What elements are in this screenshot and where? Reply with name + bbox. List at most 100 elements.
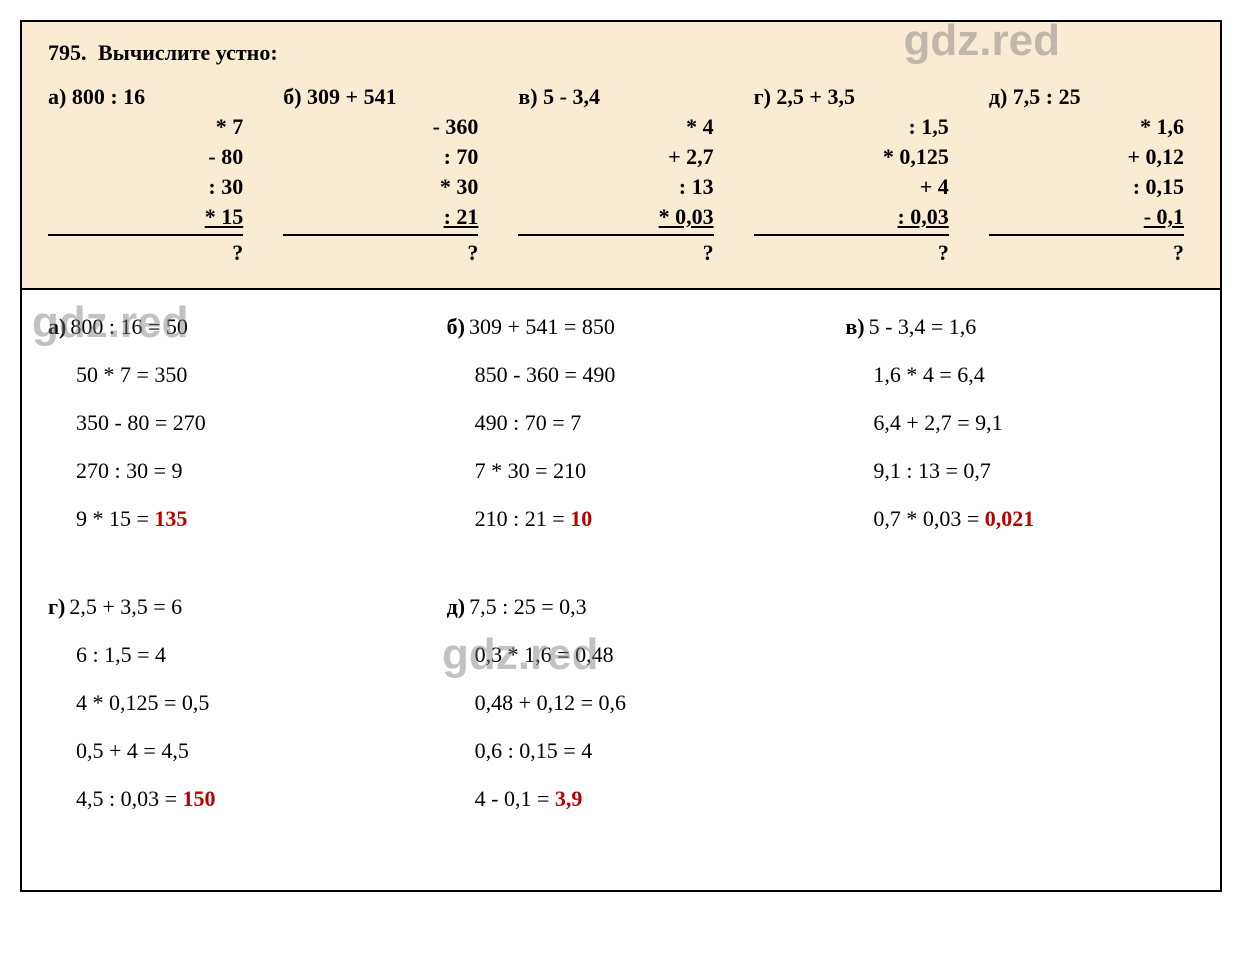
solution-column: г)2,5 + 3,5 = 6 6 : 1,5 = 4 4 * 0,125 = 0,… — [48, 594, 397, 834]
solution-final-prefix: 210 : 21 = 10 — [475, 506, 593, 532]
solution-final: 0,7 * 0,03 = 0,021 — [845, 506, 1194, 532]
task-title-text: Вычислите устно: — [98, 40, 278, 65]
solution-step-text: 6 : 1,5 = 4 — [76, 642, 166, 668]
solution-section: gdz.red gdz.red а)800 : 16 = 5050 * 7 = … — [22, 290, 1220, 890]
solution-step: 0,6 : 0,15 = 4 — [447, 738, 796, 764]
solution-step: 490 : 70 = 7 — [447, 410, 796, 436]
solution-answer: 0,021 — [985, 506, 1035, 531]
problem-columns: а) 800 : 16* 7- 80: 30* 15?б) 309 + 541-… — [48, 84, 1194, 270]
solution-label: б) — [447, 314, 465, 339]
solution-label: г) — [48, 594, 65, 619]
operation-line: : 1,5 — [754, 114, 949, 140]
operation-line: - 80 — [48, 144, 243, 170]
solution-step-text: 0,5 + 4 = 4,5 — [76, 738, 189, 764]
problem-statement: gdz.red 795. Вычислите устно: а) 800 : 1… — [22, 22, 1220, 290]
solution-step: 50 * 7 = 350 — [48, 362, 397, 388]
operation-lines: * 7 - 80 : 30 * 15? — [48, 114, 253, 266]
solution-final-prefix: 4 - 0,1 = 3,9 — [475, 786, 583, 812]
solution-step: в)5 - 3,4 = 1,6 — [845, 314, 1194, 340]
solution-step: 850 - 360 = 490 — [447, 362, 796, 388]
operation-line: * 1,6 — [989, 114, 1184, 140]
operation-line: * 30 — [283, 174, 478, 200]
operation-lines: - 360 : 70 * 30 : 21? — [283, 114, 488, 266]
solution-step-text: 1,6 * 4 = 6,4 — [873, 362, 984, 388]
operation-line: - 0,1 — [989, 204, 1184, 230]
solution-label: д) — [447, 594, 465, 619]
solution-row-1: а)800 : 16 = 50 50 * 7 = 350 350 - 80 = 27… — [48, 314, 1194, 554]
operation-line: * 0,125 — [754, 144, 949, 170]
solution-row-2: г)2,5 + 3,5 = 6 6 : 1,5 = 4 4 * 0,125 = 0,… — [48, 594, 1194, 834]
solution-step-text: 0,3 * 1,6 = 0,48 — [475, 642, 614, 668]
solution-step-text: 4 * 0,125 = 0,5 — [76, 690, 209, 716]
solution-answer: 3,9 — [555, 786, 583, 811]
solution-step: 0,48 + 0,12 = 0,6 — [447, 690, 796, 716]
solution-step-text: 270 : 30 = 9 — [76, 458, 183, 484]
solution-final-prefix: 9 * 15 = 135 — [76, 506, 187, 532]
solution-final-prefix: 0,7 * 0,03 = 0,021 — [873, 506, 1034, 532]
solution-step-text: 850 - 360 = 490 — [475, 362, 616, 388]
problem-title: 795. Вычислите устно: — [48, 40, 1194, 66]
operation-lines: : 1,5* 0,125+ 4: 0,03? — [754, 114, 959, 266]
operation-lines: * 4+ 2,7: 13* 0,03? — [518, 114, 723, 266]
solution-step-text: 0,48 + 0,12 = 0,6 — [475, 690, 626, 716]
question-mark: ? — [48, 234, 243, 266]
operation-line: * 15 — [48, 204, 243, 230]
solution-final-prefix: 4,5 : 0,03 = 150 — [76, 786, 216, 812]
operation-line: : 30 — [48, 174, 243, 200]
solution-step: 7 * 30 = 210 — [447, 458, 796, 484]
solution-step: 0,3 * 1,6 = 0,48 — [447, 642, 796, 668]
operation-line: : 70 — [283, 144, 478, 170]
solution-step: 350 - 80 = 270 — [48, 410, 397, 436]
solution-column: д)7,5 : 25 = 0,3 0,3 * 1,6 = 0,48 0,48 + 0… — [447, 594, 796, 834]
question-mark: ? — [754, 234, 949, 266]
solution-step-text: 7 * 30 = 210 — [475, 458, 586, 484]
solution-final: 9 * 15 = 135 — [48, 506, 397, 532]
solution-step-text: 800 : 16 = 50 — [70, 314, 188, 339]
solution-answer: 135 — [154, 506, 187, 531]
solution-column: б)309 + 541 = 850 850 - 360 = 490 490 : 70… — [447, 314, 796, 554]
solution-step: 9,1 : 13 = 0,7 — [845, 458, 1194, 484]
solution-step: а)800 : 16 = 50 — [48, 314, 397, 340]
solution-final: 210 : 21 = 10 — [447, 506, 796, 532]
solution-step: 4 * 0,125 = 0,5 — [48, 690, 397, 716]
question-mark: ? — [989, 234, 1184, 266]
operation-line: : 13 — [518, 174, 713, 200]
solution-step: 6 : 1,5 = 4 — [48, 642, 397, 668]
problem-column: г) 2,5 + 3,5: 1,5* 0,125+ 4: 0,03? — [754, 84, 959, 270]
problem-column: д) 7,5 : 25 * 1,6 + 0,12 : 0,15 - 0,1? — [989, 84, 1194, 270]
solution-step-text: 2,5 + 3,5 = 6 — [69, 594, 182, 619]
solution-final: 4 - 0,1 = 3,9 — [447, 786, 796, 812]
operation-line: : 0,15 — [989, 174, 1184, 200]
exercise-container: gdz.red 795. Вычислите устно: а) 800 : 1… — [20, 20, 1222, 892]
solution-step: 6,4 + 2,7 = 9,1 — [845, 410, 1194, 436]
question-mark: ? — [518, 234, 713, 266]
empty-column — [845, 594, 1194, 834]
solution-column: а)800 : 16 = 50 50 * 7 = 350 350 - 80 = 27… — [48, 314, 397, 554]
problem-first-line: д) 7,5 : 25 — [989, 84, 1194, 110]
question-mark: ? — [283, 234, 478, 266]
solution-step-text: 5 - 3,4 = 1,6 — [869, 314, 977, 339]
solution-step-text: 7,5 : 25 = 0,3 — [469, 594, 587, 619]
problem-first-line: г) 2,5 + 3,5 — [754, 84, 959, 110]
solution-step: д)7,5 : 25 = 0,3 — [447, 594, 796, 620]
problem-column: в) 5 - 3,4* 4+ 2,7: 13* 0,03? — [518, 84, 723, 270]
operation-line: + 2,7 — [518, 144, 713, 170]
problem-first-line: б) 309 + 541 — [283, 84, 488, 110]
solution-label: в) — [845, 314, 864, 339]
task-number: 795. — [48, 40, 87, 65]
problem-column: б) 309 + 541 - 360 : 70 * 30 : 21? — [283, 84, 488, 270]
operation-line: + 0,12 — [989, 144, 1184, 170]
problem-column: а) 800 : 16* 7- 80: 30* 15? — [48, 84, 253, 270]
operation-line: - 360 — [283, 114, 478, 140]
operation-line: * 7 — [48, 114, 243, 140]
solution-column: в)5 - 3,4 = 1,6 1,6 * 4 = 6,4 6,4 + 2,7 = … — [845, 314, 1194, 554]
solution-final: 4,5 : 0,03 = 150 — [48, 786, 397, 812]
solution-step-text: 309 + 541 = 850 — [469, 314, 615, 339]
operation-line: + 4 — [754, 174, 949, 200]
solution-step: б)309 + 541 = 850 — [447, 314, 796, 340]
operation-line: : 21 — [283, 204, 478, 230]
solution-step-text: 9,1 : 13 = 0,7 — [873, 458, 991, 484]
solution-step-text: 6,4 + 2,7 = 9,1 — [873, 410, 1002, 436]
solution-label: а) — [48, 314, 66, 339]
solution-answer: 10 — [570, 506, 592, 531]
